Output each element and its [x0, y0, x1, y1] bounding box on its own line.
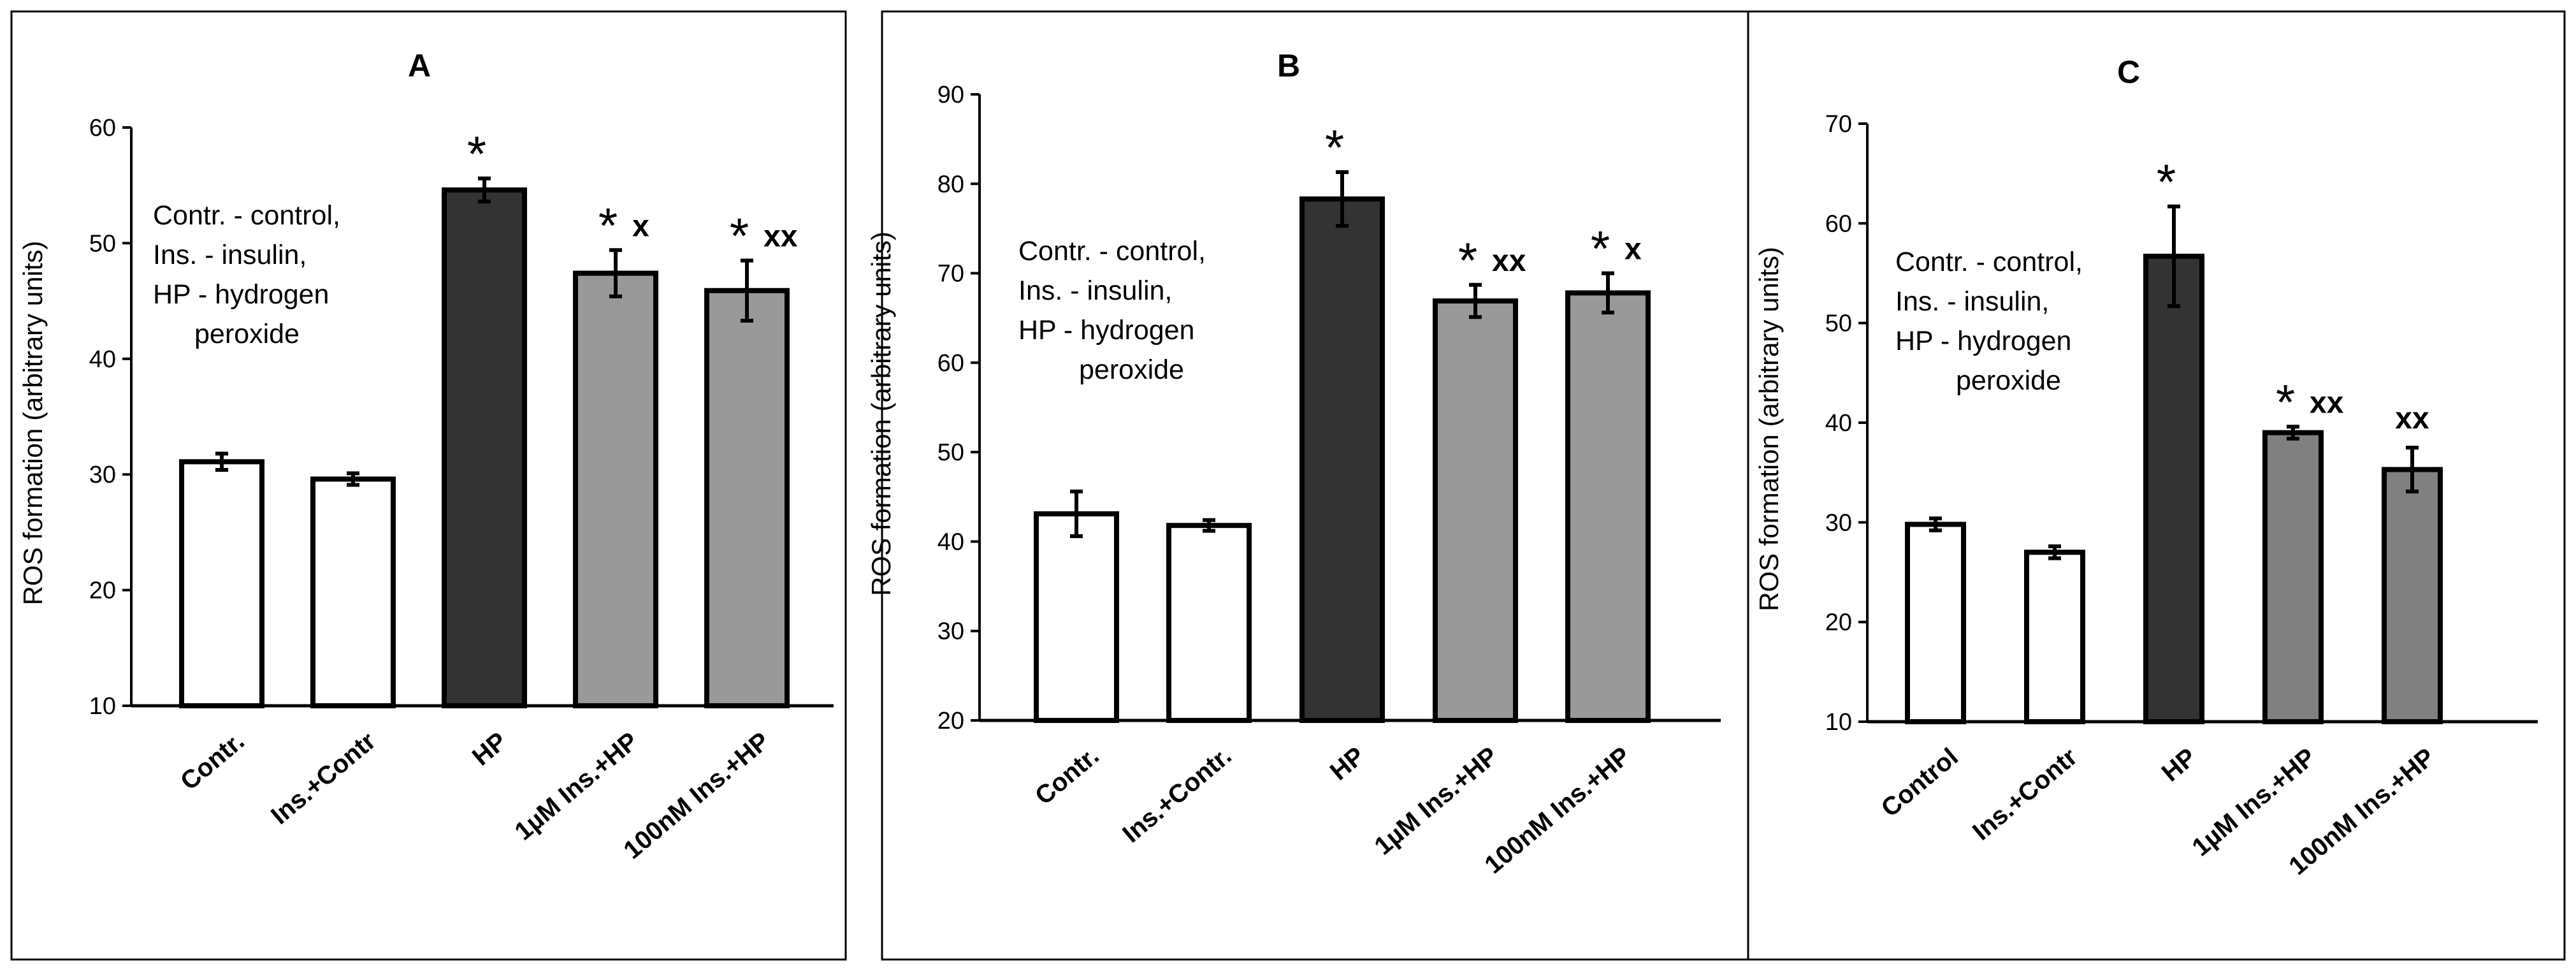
y-tick-label: 50 — [1825, 310, 1852, 337]
legend-note-line: Ins. - insulin, — [153, 240, 307, 270]
bar-4 — [573, 270, 658, 708]
y-tick-label: 40 — [1825, 410, 1852, 437]
y-tick-label: 10 — [89, 693, 116, 720]
y-tick-label: 50 — [937, 439, 964, 466]
y-tick-label: 30 — [89, 462, 116, 488]
y-tick-label: 30 — [937, 618, 964, 645]
significance-star: * — [1325, 119, 1344, 175]
bar-4 — [1433, 298, 1518, 723]
significance-mark: xx — [1492, 244, 1526, 278]
bar-1 — [1034, 511, 1119, 723]
y-tick-label: 20 — [89, 578, 116, 604]
significance-star: * — [467, 126, 486, 182]
y-tick-label: 30 — [1825, 509, 1852, 536]
bar-3 — [442, 187, 527, 708]
y-tick-label: 60 — [937, 350, 964, 377]
bar-5 — [704, 288, 790, 708]
y-axis-label: ROS formation (arbitrary units) — [866, 231, 896, 596]
y-axis-label: ROS formation (arbitrary units) — [1754, 247, 1784, 611]
legend-note-line: Ins. - insulin, — [1018, 275, 1172, 306]
bar-5 — [1565, 290, 1651, 724]
significance-star: * — [598, 197, 618, 253]
legend-note-line: Ins. - insulin, — [1895, 286, 2049, 317]
y-tick-label: 70 — [937, 261, 964, 288]
chart-title: A — [408, 48, 431, 84]
bar-5 — [2382, 467, 2443, 725]
y-tick-label: 60 — [89, 115, 116, 142]
y-tick-label: 90 — [937, 82, 964, 108]
y-tick-label: 40 — [937, 529, 964, 555]
chart-panel-a: A 10 20 30 40 50 60 ROS formation (arbitrary un… — [10, 10, 847, 961]
chart-panel-c: C 10 20 30 40 50 60 70 ROS formation (arbitrary … — [1747, 10, 2566, 961]
y-tick-label: 60 — [1825, 210, 1852, 237]
y-tick-label: 20 — [937, 708, 964, 734]
chart-title: C — [2117, 54, 2140, 90]
significance-star: * — [1591, 221, 1610, 277]
legend-note-line: Contr. - control, — [1018, 236, 1206, 266]
legend-note-line: Contr. - control, — [1895, 247, 2083, 277]
legend-note-line: Contr. - control, — [153, 200, 340, 231]
legend-note-line: HP - hydrogen — [153, 279, 329, 310]
legend-note-line: peroxide — [194, 319, 300, 349]
significance-star: * — [2157, 154, 2176, 210]
significance-star: * — [1458, 232, 1477, 288]
bar-2 — [2024, 550, 2085, 724]
legend-note-line: peroxide — [1956, 365, 2061, 396]
legend-note-line: HP - hydrogen — [1018, 315, 1194, 346]
chart-title: B — [1277, 48, 1300, 84]
y-tick-label: 20 — [1825, 609, 1852, 636]
y-tick-label: 10 — [1825, 709, 1852, 736]
y-axis-label: ROS formation (arbitrary units) — [18, 241, 48, 606]
legend-note-line: HP - hydrogen — [1895, 326, 2071, 356]
bar-3 — [2143, 253, 2204, 724]
significance-mark: xx — [2395, 402, 2429, 435]
bar-2 — [1166, 523, 1252, 723]
bar-1 — [1905, 522, 1966, 725]
bar-2 — [310, 476, 396, 708]
bar-4 — [2262, 430, 2324, 725]
significance-mark: x — [632, 209, 649, 243]
significance-star: * — [730, 208, 749, 264]
y-tick-label: 80 — [937, 171, 964, 198]
significance-mark: xx — [2310, 386, 2344, 420]
legend-note-line: peroxide — [1079, 354, 1184, 385]
chart-panel-b: B 20 30 40 50 60 70 80 90 ROS formation (arbitrar… — [866, 10, 1756, 961]
significance-mark: x — [1624, 233, 1642, 266]
y-tick-label: 40 — [89, 346, 116, 373]
bar-3 — [1299, 196, 1385, 723]
bar-1 — [179, 459, 264, 708]
significance-mark: xx — [763, 220, 798, 254]
y-tick-label: 70 — [1825, 111, 1852, 138]
y-tick-label: 50 — [89, 230, 116, 257]
significance-star: * — [2276, 374, 2295, 430]
